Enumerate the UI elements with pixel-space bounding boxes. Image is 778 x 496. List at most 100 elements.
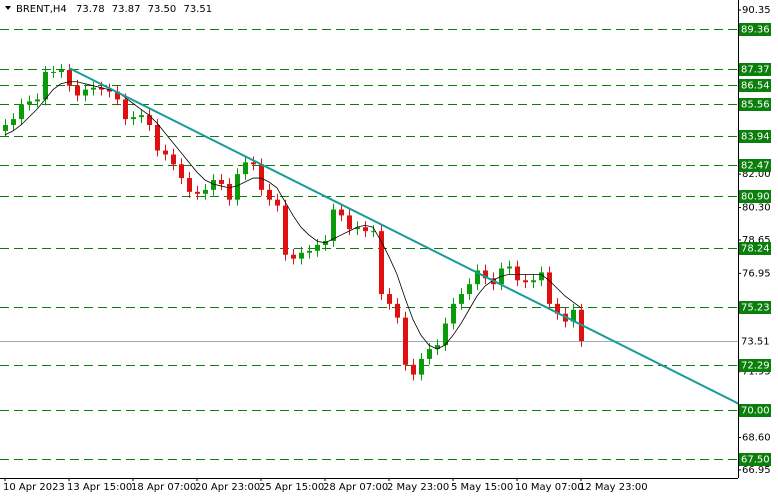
current-price-label: 73.51 (741, 337, 770, 348)
header-arrow (5, 6, 11, 10)
level-label: 83.94 (741, 132, 770, 143)
candle-body (27, 101, 32, 105)
level-label-bg (739, 79, 771, 92)
candle-body (331, 209, 336, 241)
level-label: 82.47 (741, 161, 770, 172)
candle-body (483, 270, 488, 279)
candle-body (219, 180, 224, 184)
candle-body (355, 227, 360, 230)
candle-body (267, 189, 272, 200)
candle-body (107, 89, 112, 92)
y-tick-label: 66.95 (742, 465, 771, 476)
candle-body (83, 89, 88, 96)
level-label-bg (739, 242, 771, 255)
candle-body (99, 87, 104, 90)
quote-high: 73.87 (112, 4, 141, 15)
level-label: 85.56 (741, 100, 770, 111)
candle-body (363, 227, 368, 232)
candle-body (115, 91, 120, 100)
y-tick-label: 78.65 (742, 235, 771, 246)
level-label-bg (739, 98, 771, 111)
x-tick-label: 5 May 15:00 (451, 482, 513, 493)
symbol: BRENT,H4 (16, 4, 67, 15)
x-tick-label: 18 Apr 07:00 (131, 482, 196, 493)
level-label: 80.90 (741, 192, 770, 203)
candle-body (251, 162, 256, 165)
candle-body (195, 191, 200, 194)
candle-body (155, 125, 160, 151)
candle-body (419, 358, 424, 375)
candle-body (475, 270, 480, 285)
level-label: 87.37 (741, 65, 770, 76)
plot-area (0, 29, 738, 460)
candle-body (179, 164, 184, 179)
x-tick-label: 10 May 07:00 (515, 482, 584, 493)
candle-body (43, 71, 48, 100)
candle-body (299, 252, 304, 259)
candle-body (371, 231, 376, 233)
level-label-bg (739, 23, 771, 36)
candle-body (291, 254, 296, 259)
candle-body (275, 199, 280, 206)
candle-body (203, 189, 208, 194)
candle-body (211, 180, 216, 190)
candle-body (147, 115, 152, 126)
candle-body (131, 117, 136, 120)
candle-body (387, 294, 392, 304)
candle-body (315, 244, 320, 251)
x-tick-label: 28 Apr 07:00 (323, 482, 388, 493)
candle-body (507, 266, 512, 269)
y-tick-label: 90.35 (742, 5, 771, 16)
candle-body (395, 303, 400, 318)
x-tick-label: 2 May 23:00 (387, 482, 449, 493)
candle-body (451, 303, 456, 324)
level-label: 78.24 (741, 244, 770, 255)
candle-body (283, 205, 288, 255)
candle-body (139, 115, 144, 118)
header: BRENT,H4 73.78 73.87 73.50 73.51 (16, 4, 212, 15)
candle-body (307, 250, 312, 253)
current-price-bg (739, 335, 771, 348)
candle-body (339, 209, 344, 216)
level-label: 70.00 (741, 406, 770, 417)
y-tick-label: 71.95 (742, 367, 771, 378)
candle-body (91, 87, 96, 90)
candle-body (11, 119, 16, 126)
y-tick-label: 82.00 (742, 169, 771, 180)
candle-body (523, 280, 528, 283)
moving-average (4, 81, 582, 350)
candle-body (3, 125, 8, 131)
candle-body (467, 284, 472, 295)
candle-body (187, 178, 192, 192)
candle-body (547, 272, 552, 304)
candle-body (555, 303, 560, 314)
candle-body (443, 323, 448, 346)
header-bg (1, 1, 256, 15)
quote-close: 73.51 (183, 4, 212, 15)
candle-body (35, 99, 40, 102)
candle-body (411, 364, 416, 375)
candle-body (51, 71, 56, 73)
candle-body (19, 104, 24, 120)
level-label-bg (739, 190, 771, 203)
level-label: 75.23 (741, 303, 770, 314)
level-label-bg (739, 159, 771, 172)
candle-body (67, 69, 72, 86)
level-label-bg (739, 130, 771, 143)
level-label: 67.50 (741, 455, 770, 466)
candle-body (571, 309, 576, 322)
candle-body (163, 150, 168, 155)
candle-body (171, 154, 176, 165)
candle-body (403, 317, 408, 365)
quote-low: 73.50 (148, 4, 177, 15)
x-tick-label: 25 Apr 15:00 (259, 482, 324, 493)
candle-body (515, 266, 520, 281)
candle-body (435, 345, 440, 350)
level-label: 86.54 (741, 81, 770, 92)
x-tick-label: 10 Apr 2023 (3, 482, 65, 493)
candle-body (123, 99, 128, 120)
candle-body (235, 174, 240, 200)
y-tick-label: 80.30 (742, 203, 771, 214)
candle-body (59, 69, 64, 72)
